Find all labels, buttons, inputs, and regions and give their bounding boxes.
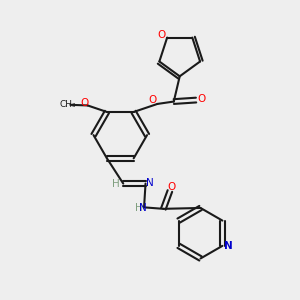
Text: N: N (224, 241, 233, 251)
Text: O: O (197, 94, 206, 104)
Text: CH₃: CH₃ (60, 100, 76, 109)
Text: O: O (80, 98, 89, 108)
Text: H: H (135, 203, 142, 213)
Text: O: O (168, 182, 176, 191)
Text: N: N (139, 203, 146, 213)
Text: N: N (146, 178, 154, 188)
Text: O: O (148, 95, 156, 105)
Text: H: H (112, 179, 120, 190)
Text: O: O (158, 30, 166, 40)
